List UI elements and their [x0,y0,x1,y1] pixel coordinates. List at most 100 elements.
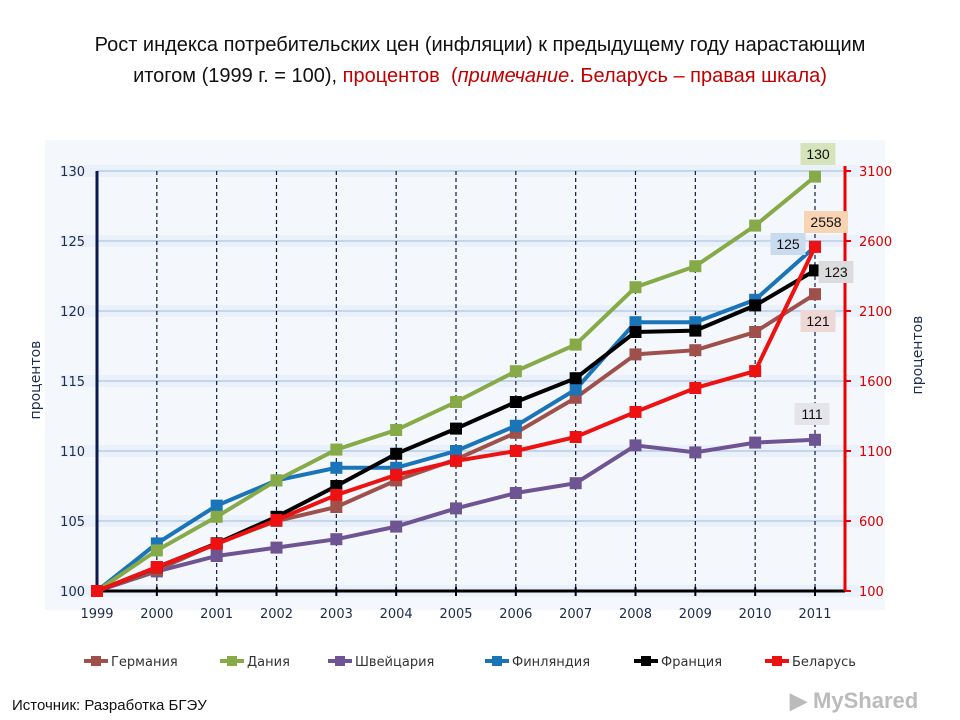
data-point [509,487,522,499]
watermark-text: MyShared [813,688,919,713]
data-point [450,396,462,408]
data-label-box [800,143,836,165]
data-point [509,419,522,432]
data-point [809,264,821,277]
data-point [569,372,582,385]
x-tick-label: 2010 [739,607,772,622]
data-point [809,240,821,253]
data-point [629,348,642,361]
data-label-box [800,310,836,332]
y2-tick-label: 2100 [859,305,892,320]
data-point [210,537,223,550]
data-point [749,299,762,312]
data-label: 125 [776,236,800,252]
data-point [91,585,103,597]
data-point [330,461,343,474]
watermark-logo: ▶ MyShared [790,688,919,713]
data-label-box [818,261,854,283]
data-label-box [804,211,848,233]
data-point [270,514,283,527]
y-tick-label: 125 [60,235,85,250]
data-point [569,477,582,490]
chart-title: Рост индекса потребительских цен (инфляц… [0,30,960,92]
data-point [390,520,403,533]
y-tick-label: 130 [60,165,85,180]
data-point [809,433,821,446]
data-point [569,338,582,351]
data-label: 121 [806,313,830,329]
y-tick-label: 100 [60,585,85,600]
y2-tick-label: 1600 [859,375,892,390]
source-note: Источник: Разработка БГЭУ [12,697,207,714]
x-tick-label: 2002 [260,607,293,622]
y2-tick-label: 2600 [859,235,892,250]
data-point [509,396,522,408]
data-point [210,550,223,562]
y2-tick-label: 3100 [859,165,892,180]
data-point [629,316,642,329]
data-point [390,447,403,460]
data-point [629,281,642,294]
data-point [450,445,462,457]
data-label: 2558 [810,214,841,230]
data-point [330,501,343,513]
x-tick-label: 2003 [320,607,353,622]
data-point [450,454,462,467]
x-tick-label: 1999 [80,607,113,622]
y-tick-label: 110 [60,445,85,460]
x-tick-label: 2000 [140,607,173,622]
data-point [689,324,702,337]
title-note: (примечание. Беларусь – правая шкала) [451,65,827,87]
data-point [509,445,522,457]
y-tick-label: 115 [60,375,85,390]
data-label: 111 [801,406,822,422]
data-point [689,446,702,459]
data-point [450,422,462,435]
title-part: итогом (1999 г. = 100), [133,65,343,87]
x-tick-label: 2009 [679,607,712,622]
data-point [809,288,821,301]
data-point [749,365,762,378]
y-tick-label: 105 [60,515,85,530]
data-point [210,510,223,523]
y-tick-label: 120 [60,305,85,320]
data-label: 130 [806,146,830,162]
x-tick-label: 2011 [798,607,831,622]
legend-label: Франция [661,655,722,670]
legend-marker [772,656,782,666]
title-line-1: Рост индекса потребительских цен (инфляц… [94,34,866,56]
data-point [150,561,163,574]
legend-label: Дания [247,655,290,670]
y2-axis-label: процентов [910,316,926,395]
data-point [450,502,462,515]
data-point [689,382,702,394]
data-point [210,499,223,512]
legend-marker [492,656,502,666]
x-tick-label: 2005 [439,607,472,622]
note-label: примечание [457,65,570,87]
y2-tick-label: 100 [859,585,884,600]
legend-marker [335,656,345,666]
legend-label: Германия [111,655,178,670]
title-unit: процентов [342,65,440,87]
legend-marker [641,656,651,666]
data-point [809,170,821,183]
data-point [629,405,642,418]
data-point [749,326,762,338]
note-paren: ( [450,65,458,87]
data-point [270,541,283,554]
y2-tick-label: 1100 [859,445,892,460]
data-label-box [770,233,806,255]
x-tick-label: 2006 [499,607,532,622]
data-point [629,439,642,452]
legend-marker [227,656,237,666]
data-point [330,443,343,456]
title-line-2: итогом (1999 г. = 100), процентов (приме… [0,61,960,92]
legend-label: Финляндия [512,655,590,670]
data-point [749,436,762,449]
data-point [390,468,403,481]
data-point [569,431,582,443]
data-label: 123 [824,264,848,280]
data-point [749,219,762,232]
